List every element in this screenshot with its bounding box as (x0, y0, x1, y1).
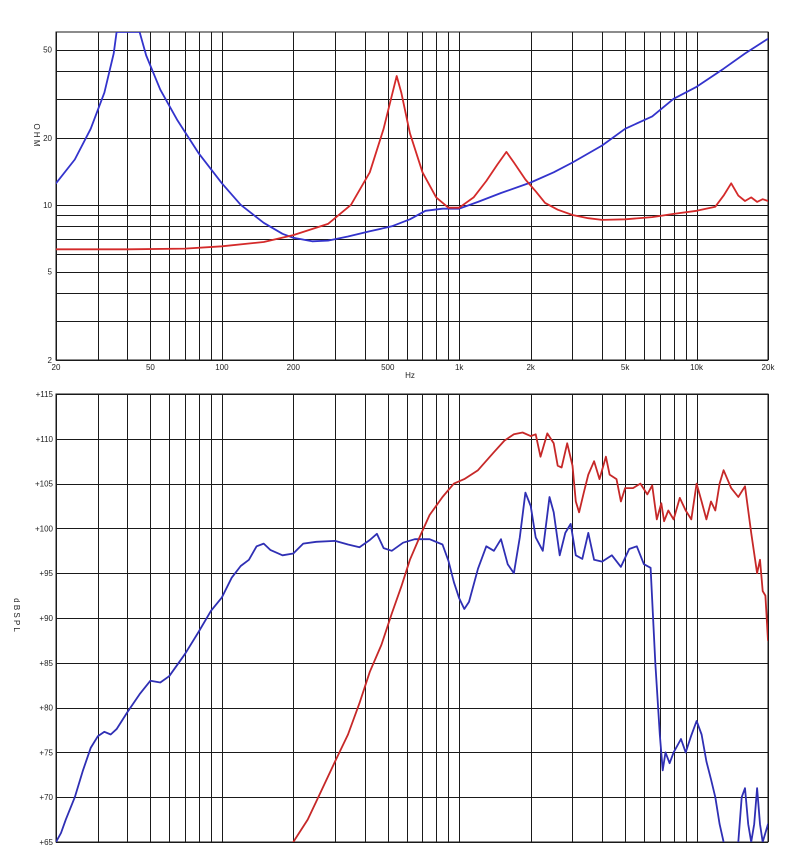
spl-y-tick-label: +110 (36, 435, 54, 444)
impedance-x-tick-labels: 20 50 100 200 500 1k 2k 5k 10k 20k (52, 363, 776, 372)
impedance-x-tick-label: 200 (287, 363, 301, 372)
spl-y-tick-label: +90 (39, 614, 53, 623)
impedance-y-tick-label: 50 (43, 46, 52, 55)
spl-y-tick-label: +65 (39, 838, 53, 847)
spl-chart: +115 +110 +105 +100 +95 +90 +85 +80 +75 +70 +65 d … (12, 390, 769, 847)
impedance-x-tick-label: 10k (690, 363, 704, 372)
impedance-x-tick-label: 100 (215, 363, 229, 372)
impedance-series (56, 32, 768, 251)
impedance-x-axis-label: Hz (405, 371, 415, 380)
impedance-x-tick-label: 1k (455, 363, 464, 372)
impedance-x-tick-label: 20 (52, 363, 61, 372)
spl-y-tick-label: +80 (39, 704, 53, 713)
spl-y-tick-label: +105 (35, 480, 54, 489)
impedance-y-tick-label: 2 (48, 356, 53, 365)
spl-y-tick-label: +70 (39, 793, 53, 802)
impedance-y-axis-label: O H M (32, 123, 41, 146)
spl-series (56, 431, 768, 842)
impedance-y-tick-labels: 50 20 10 5 2 (43, 46, 52, 365)
impedance-x-tick-label: 2k (526, 363, 535, 372)
spl-blue-series-line (56, 491, 768, 842)
impedance-plot-frame (55, 31, 769, 361)
impedance-y-tick-label: 20 (43, 134, 52, 143)
spl-red-series-line (292, 431, 768, 842)
impedance-blue-series-line (56, 32, 768, 243)
impedance-x-tick-label: 5k (621, 363, 630, 372)
impedance-chart: 20 50 100 200 500 1k 2k 5k 10k 20k 50 20 10 5 2 Hz O … (32, 31, 776, 380)
impedance-y-tick-label: 5 (48, 268, 53, 277)
spl-y-tick-label: +85 (39, 659, 53, 668)
spl-y-tick-label: +100 (35, 524, 54, 533)
impedance-x-tick-label: 500 (381, 363, 395, 372)
spl-y-tick-labels: +115 +110 +105 +100 +95 +90 +85 +80 +75 +70 +65 (35, 390, 54, 847)
spl-grid (55, 393, 769, 843)
impedance-x-tick-label: 50 (146, 363, 155, 372)
impedance-x-tick-label: 20k (762, 363, 776, 372)
spl-y-tick-label: +115 (36, 390, 54, 399)
spl-y-tick-label: +95 (39, 569, 53, 578)
impedance-y-tick-label: 10 (43, 201, 52, 210)
spl-y-axis-label: d B S P L (12, 598, 21, 632)
spl-y-tick-label: +75 (39, 748, 53, 757)
impedance-grid (55, 31, 769, 361)
impedance-red-series-line (56, 75, 768, 251)
